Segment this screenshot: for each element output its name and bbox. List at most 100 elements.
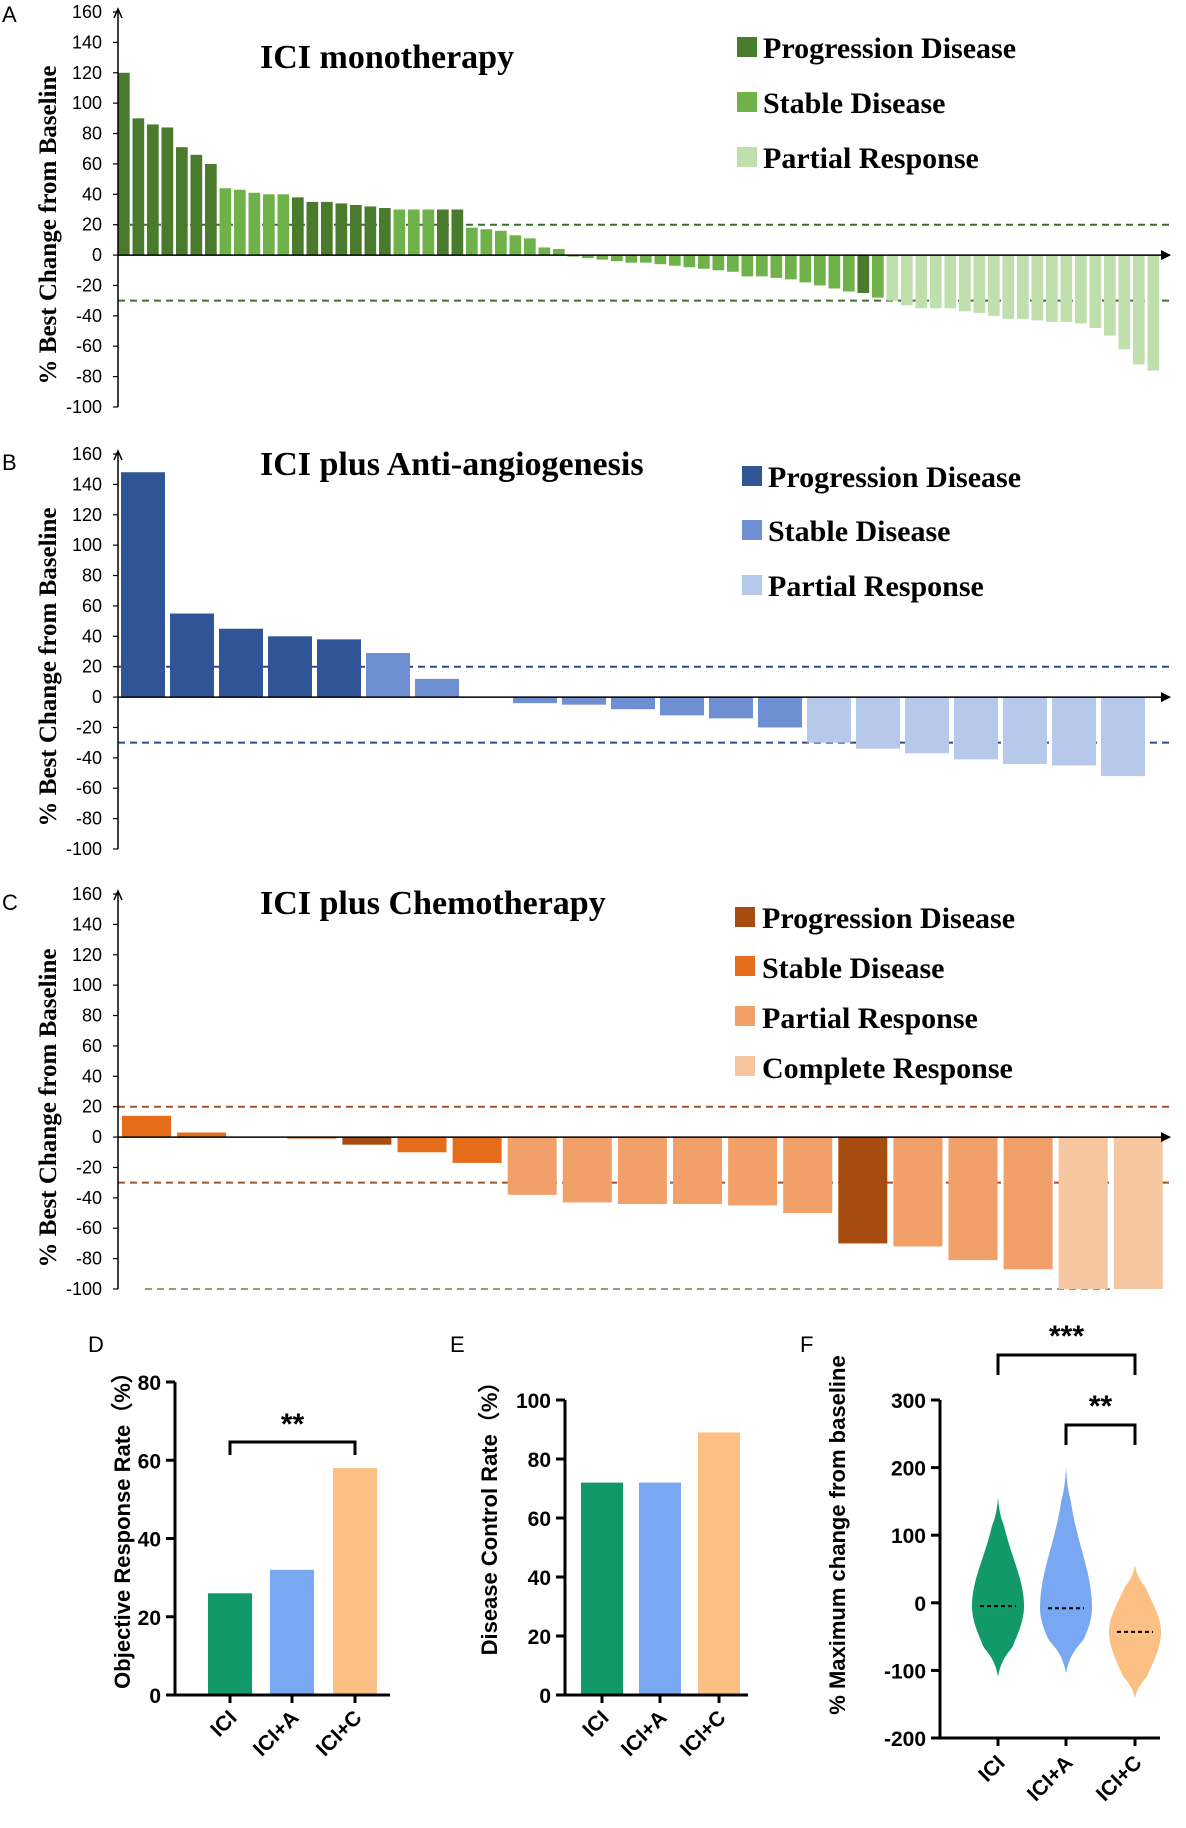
legend-label-pd-c: Progression Disease [762, 902, 1015, 935]
bar-a-59 [973, 255, 986, 313]
y-tick-label-c-13: -100 [66, 1279, 102, 1299]
bar-a-10 [263, 194, 275, 256]
y-tick-label-e-5: 100 [516, 1390, 551, 1413]
panel-label-c: C [2, 890, 18, 915]
y-tick-label-b-8: 0 [92, 687, 102, 707]
x-tick-label-e-0: ICI [578, 1706, 613, 1741]
bar-c-5 [397, 1137, 447, 1153]
bar-a-19 [393, 209, 406, 256]
significance-bracket-f-0 [996, 1353, 1137, 1375]
y-tick-label-b-12: -80 [76, 809, 102, 829]
bar-a-18 [379, 207, 391, 256]
legend-swatch-cr-c [735, 1056, 755, 1076]
y-tick-label-e-4: 80 [528, 1449, 551, 1472]
y-tick-label-a-8: 0 [92, 245, 102, 265]
significance-label-f-0: *** [1049, 1320, 1084, 1353]
bar-c-7 [507, 1137, 557, 1195]
y-tick-label-b-4: 80 [82, 566, 102, 586]
panel-label-e: E [450, 1332, 465, 1357]
bar-c-6 [452, 1137, 502, 1163]
y-axis-label-f: % Maximum change from baseline [825, 1355, 850, 1714]
bar-c-9 [617, 1137, 667, 1204]
bar-a-48 [814, 255, 826, 286]
bar-a-39 [683, 255, 696, 268]
y-tick-label-a-13: -100 [66, 397, 102, 417]
bar-a-1 [132, 118, 145, 256]
y-axis-label-d: Objective Response Rate（%） [110, 1361, 135, 1689]
y-tick-label-f-2: 0 [914, 1593, 926, 1616]
bar-a-13 [306, 201, 319, 256]
bar-a-32 [582, 255, 594, 259]
bar-c-12 [783, 1137, 833, 1214]
y-axis-arrow-a [113, 7, 123, 19]
y-axis-label-c: % Best Change from Baseline [35, 949, 62, 1268]
panel-label-f: F [800, 1332, 813, 1357]
bar-a-60 [988, 255, 1000, 316]
y-tick-label-b-11: -60 [76, 778, 102, 798]
y-tick-label-a-0: 160 [72, 2, 102, 22]
y-tick-label-f-0: -200 [884, 1728, 926, 1751]
y-tick-label-c-3: 100 [72, 975, 102, 995]
y-tick-label-a-3: 100 [72, 93, 102, 113]
bar-c-8 [562, 1137, 612, 1203]
y-tick-label-d-2: 40 [138, 1529, 161, 1552]
bar-a-21 [422, 209, 435, 256]
y-tick-label-c-10: -40 [76, 1188, 102, 1208]
y-tick-label-e-0: 0 [539, 1685, 551, 1708]
bar-b-8 [513, 697, 557, 704]
legend-label-sd-b: Stable Disease [768, 515, 951, 548]
legend-label-pd-a: Progression Disease [763, 32, 1016, 65]
x-tick-label-f-0: ICI [974, 1751, 1009, 1786]
y-tick-label-c-8: 0 [92, 1127, 102, 1147]
legend-label-pr-b: Partial Response [768, 570, 984, 603]
bar-a-24 [466, 227, 478, 256]
bar-b-13 [758, 697, 802, 728]
bar-e-1 [639, 1482, 681, 1695]
bar-c-15 [948, 1137, 998, 1261]
y-tick-label-b-9: -20 [76, 717, 102, 737]
bar-b-3 [268, 636, 312, 698]
bar-a-41 [712, 255, 725, 271]
y-tick-label-d-0: 0 [149, 1685, 161, 1708]
bar-a-62 [1017, 255, 1029, 319]
bar-a-16 [350, 204, 362, 256]
bar-a-57 [944, 255, 957, 309]
bar-a-42 [727, 255, 739, 272]
x-axis-arrow-c [1161, 1132, 1171, 1143]
bar-b-4 [317, 639, 361, 698]
bar-b-1 [170, 613, 214, 698]
y-tick-label-c-9: -20 [76, 1157, 102, 1177]
y-tick-label-c-5: 60 [82, 1036, 102, 1056]
bar-a-66 [1075, 255, 1087, 324]
y-tick-label-d-4: 80 [138, 1372, 161, 1395]
bar-a-68 [1104, 255, 1116, 336]
y-tick-label-a-6: 40 [82, 184, 102, 204]
bar-c-11 [728, 1137, 778, 1206]
legend-swatch-pd-b [742, 466, 762, 486]
legend-label-pr-a: Partial Response [763, 142, 979, 175]
bar-a-26 [495, 230, 507, 256]
y-tick-label-b-7: 20 [82, 657, 102, 677]
bar-a-2 [147, 124, 159, 256]
y-tick-label-e-3: 60 [528, 1508, 551, 1531]
bar-e-0 [581, 1482, 623, 1695]
waterfall-chart-b: ICI plus Anti-angiogenesis % Best Change… [35, 444, 1171, 859]
bar-c-14 [893, 1137, 943, 1247]
bar-a-40 [698, 255, 710, 269]
x-tick-label-e-2: ICI+C [676, 1706, 731, 1761]
bar-a-49 [828, 255, 841, 289]
chart-title-a: ICI monotherapy [260, 39, 514, 76]
bar-a-45 [770, 255, 783, 278]
bar-b-14 [807, 697, 851, 743]
bar-a-27 [509, 235, 522, 256]
x-axis-arrow-b [1161, 692, 1171, 703]
bar-a-34 [611, 255, 623, 262]
bar-b-19 [1052, 697, 1096, 766]
bar-a-58 [959, 255, 971, 312]
waterfall-chart-a: ICI monotherapy % Best Change from Basel… [35, 2, 1171, 417]
y-tick-label-b-2: 120 [72, 505, 102, 525]
legend-label-pd-b: Progression Disease [768, 461, 1021, 494]
bar-a-71 [1147, 255, 1160, 371]
significance-bracket-f-1 [1064, 1423, 1137, 1445]
